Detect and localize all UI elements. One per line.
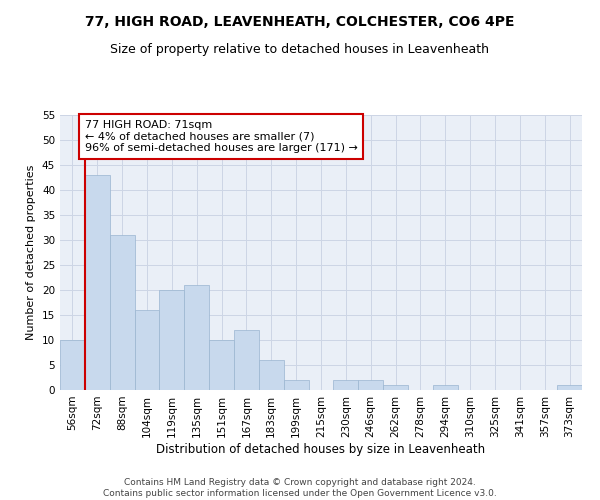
Bar: [209, 340, 234, 390]
Bar: [234, 330, 259, 390]
Bar: [134, 310, 160, 390]
Text: Contains HM Land Registry data © Crown copyright and database right 2024.
Contai: Contains HM Land Registry data © Crown c…: [103, 478, 497, 498]
X-axis label: Distribution of detached houses by size in Leavenheath: Distribution of detached houses by size …: [157, 442, 485, 456]
Bar: [160, 290, 184, 390]
Text: 77, HIGH ROAD, LEAVENHEATH, COLCHESTER, CO6 4PE: 77, HIGH ROAD, LEAVENHEATH, COLCHESTER, …: [85, 15, 515, 29]
Bar: [110, 235, 134, 390]
Bar: [334, 380, 358, 390]
Text: 77 HIGH ROAD: 71sqm
← 4% of detached houses are smaller (7)
96% of semi-detached: 77 HIGH ROAD: 71sqm ← 4% of detached hou…: [85, 120, 358, 153]
Bar: [284, 380, 308, 390]
Bar: [557, 385, 582, 390]
Bar: [85, 175, 110, 390]
Bar: [259, 360, 284, 390]
Bar: [60, 340, 85, 390]
Bar: [383, 385, 408, 390]
Text: Size of property relative to detached houses in Leavenheath: Size of property relative to detached ho…: [110, 42, 490, 56]
Y-axis label: Number of detached properties: Number of detached properties: [26, 165, 37, 340]
Bar: [433, 385, 458, 390]
Bar: [184, 285, 209, 390]
Bar: [358, 380, 383, 390]
